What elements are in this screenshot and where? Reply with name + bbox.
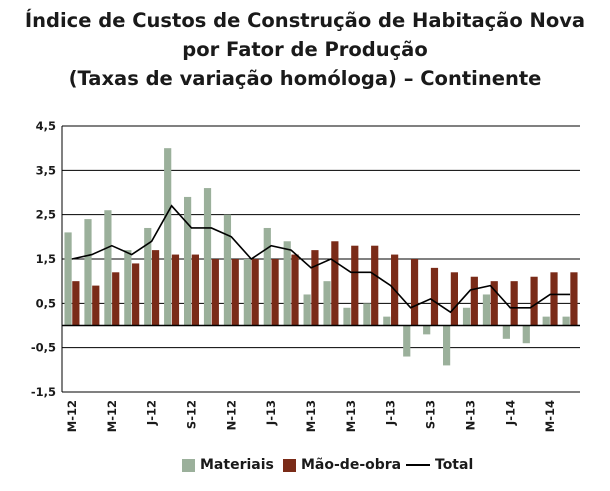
chart-title: Índice de Custos de Construção de Habita…	[0, 6, 610, 93]
y-tick-label: -1,5	[31, 385, 56, 399]
chart-title-line-2: por Fator de Produção	[182, 38, 428, 61]
chart-legend: Materiais Mão-de-obra Total	[0, 457, 610, 479]
x-tick-label: M-12	[65, 400, 79, 432]
bar-materiais	[144, 227, 152, 326]
bar-materiais	[462, 307, 471, 326]
bar-mao-de-obra	[530, 276, 538, 326]
bar-mao-de-obra	[211, 259, 219, 326]
bar-materiais	[84, 219, 92, 326]
bar-materiais	[323, 281, 331, 326]
x-tick-label: J-13	[264, 400, 278, 426]
bar-mao-de-obra	[92, 285, 100, 326]
bar-mao-de-obra	[430, 267, 439, 326]
y-tick-label: 3,5	[36, 163, 56, 177]
bar-mao-de-obra	[550, 272, 558, 326]
x-tick-label: N-12	[224, 400, 238, 430]
bar-mao-de-obra	[371, 245, 379, 326]
bar-materiais	[363, 303, 371, 326]
bar-mao-de-obra	[570, 272, 578, 326]
bar-materiais	[502, 325, 510, 339]
bar-materiais	[184, 196, 192, 326]
bar-materiais	[383, 316, 391, 326]
bar-mao-de-obra	[450, 272, 458, 326]
bar-mao-de-obra	[72, 281, 80, 326]
bar-materiais	[522, 325, 530, 344]
bar-mao-de-obra	[271, 259, 279, 326]
bar-materiais	[542, 316, 550, 326]
x-tick-label: S-13	[424, 400, 438, 429]
x-tick-label: J-14	[503, 400, 517, 426]
bar-materiais	[303, 294, 311, 326]
chart-title-line-3: (Taxas de variação homóloga) – Continent…	[68, 67, 542, 90]
x-tick-label: M-13	[344, 400, 358, 432]
bar-mao-de-obra	[351, 245, 359, 326]
bar-materiais	[443, 325, 451, 366]
line-total	[71, 204, 571, 314]
bar-mao-de-obra	[112, 272, 120, 326]
chart-title-line-1: Índice de Custos de Construção de Habita…	[24, 9, 586, 32]
x-tick-label: M-12	[105, 400, 119, 432]
legend-swatch-mao-de-obra	[283, 458, 296, 472]
bar-mao-de-obra	[470, 276, 478, 326]
bar-materiais	[243, 259, 251, 326]
bar-mao-de-obra	[251, 259, 259, 326]
bar-mao-de-obra	[231, 259, 239, 326]
x-tick-label: J-12	[145, 400, 159, 426]
bar-mao-de-obra	[510, 281, 518, 326]
y-tick-label: -0,5	[31, 341, 56, 355]
bar-mao-de-obra	[490, 281, 498, 326]
bar-materiais	[403, 325, 411, 357]
bar-mao-de-obra	[132, 263, 140, 326]
y-tick-label: 4,5	[36, 119, 56, 133]
y-tick-label: 2,5	[36, 208, 56, 222]
bar-materiais	[223, 214, 232, 326]
y-tick-label: 1,5	[36, 252, 56, 266]
bar-materiais	[64, 232, 72, 326]
x-tick-label: M-13	[304, 400, 318, 432]
bar-materiais	[343, 307, 351, 326]
legend-item-materiais: Materiais	[182, 457, 274, 473]
legend-line-total	[406, 464, 430, 466]
bar-mao-de-obra	[151, 250, 160, 326]
legend-label-materiais: Materiais	[200, 457, 274, 473]
legend-item-mao-de-obra: Mão-de-obra	[283, 457, 401, 473]
bar-materiais	[104, 210, 112, 326]
bar-materiais	[203, 188, 212, 326]
bar-mao-de-obra	[291, 254, 299, 326]
bar-mao-de-obra	[311, 250, 319, 326]
x-tick-label: J-13	[384, 400, 398, 426]
bar-materiais	[482, 294, 491, 326]
x-tick-label: N-13	[463, 400, 477, 430]
bar-materiais	[562, 316, 570, 326]
bar-materiais	[283, 241, 291, 326]
x-tick-label: M-14	[543, 400, 557, 432]
bar-mao-de-obra	[331, 241, 339, 326]
legend-label-mao-de-obra: Mão-de-obra	[301, 457, 402, 473]
legend-swatch-materiais	[182, 458, 195, 472]
bar-mao-de-obra	[410, 259, 419, 326]
legend-item-total: Total	[406, 457, 473, 473]
bar-materiais	[164, 148, 172, 326]
bar-materiais	[263, 227, 271, 326]
legend-label-total: Total	[435, 457, 474, 473]
bar-mao-de-obra	[171, 254, 180, 326]
bar-materiais	[124, 250, 132, 326]
bar-materiais	[423, 325, 431, 335]
bar-mao-de-obra	[191, 254, 199, 326]
y-tick-label: 0,5	[36, 296, 56, 310]
x-tick-label: S-12	[185, 400, 199, 429]
